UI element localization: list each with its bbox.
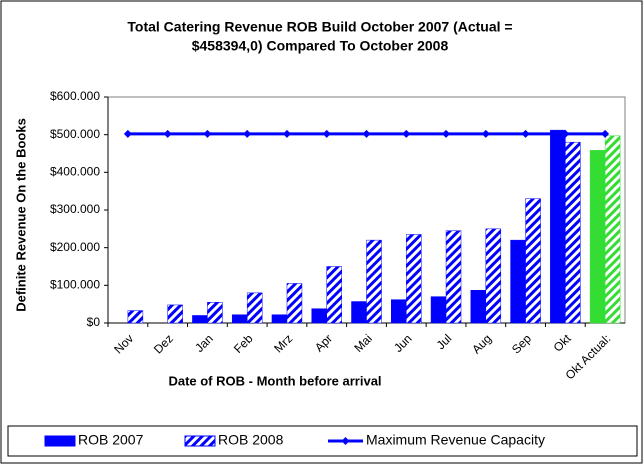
bar (271, 314, 288, 324)
legend-swatch (44, 435, 76, 447)
bar (604, 135, 621, 324)
legend-swatch (341, 437, 350, 445)
chart-title: Total Catering Revenue ROB Build October… (127, 19, 512, 35)
line-marker (481, 129, 490, 138)
y-tick-label: $600.000 (50, 89, 100, 103)
bar (366, 239, 382, 324)
legend-box (7, 425, 638, 457)
line-marker (402, 129, 411, 138)
chart-title: $458394,0) Compared To October 2008 (192, 38, 449, 54)
line-marker (282, 129, 291, 138)
bar (207, 302, 223, 324)
line-marker (442, 129, 451, 138)
bar (445, 230, 462, 324)
line-marker (203, 129, 212, 138)
line-marker (521, 129, 530, 138)
bar (192, 315, 208, 324)
bar (470, 289, 487, 324)
bar (550, 129, 566, 324)
legend-label: ROB 2008 (218, 432, 284, 448)
bar (565, 141, 581, 324)
y-tick-label: $300.000 (50, 202, 100, 216)
y-tick-label: $200.000 (50, 240, 100, 254)
y-tick-label: $100.000 (50, 278, 100, 292)
line-marker (123, 129, 132, 138)
bar (286, 283, 303, 324)
legend-label: Maximum Revenue Capacity (366, 432, 545, 448)
bar (406, 234, 422, 324)
line-marker (322, 129, 331, 138)
line-marker (163, 129, 172, 138)
legend-label: ROB 2007 (78, 432, 144, 448)
bar (127, 310, 144, 324)
bar (485, 228, 502, 324)
bar (167, 304, 183, 324)
bar (231, 314, 248, 324)
bar (326, 266, 342, 324)
y-tick-label: $400.000 (50, 165, 100, 179)
bar (510, 239, 526, 324)
bar (430, 296, 447, 324)
line-marker (243, 129, 252, 138)
bar (589, 150, 606, 324)
bar (391, 299, 407, 324)
line-marker (362, 129, 371, 138)
bar (311, 308, 327, 324)
bar (525, 198, 541, 324)
legend-swatch (184, 435, 216, 447)
x-axis-title: Date of ROB - Month before arrival (168, 373, 381, 388)
line-marker (561, 129, 570, 138)
y-tick-label: $0 (87, 315, 101, 329)
y-axis-title: Definite Revenue On the Books (13, 118, 28, 312)
bar (246, 292, 263, 324)
bar (351, 301, 367, 324)
y-tick-label: $500.000 (50, 127, 100, 141)
line-marker (601, 129, 610, 138)
